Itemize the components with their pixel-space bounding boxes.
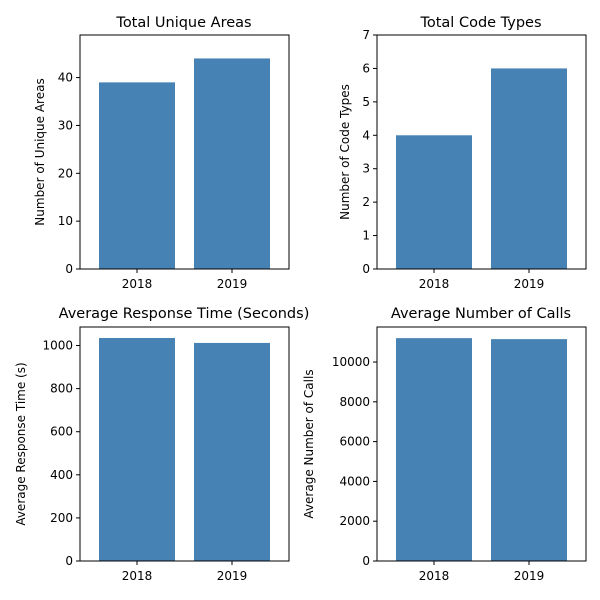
plot-marks: 0 1 2 3 4 5 6 7 2018 2019	[362, 28, 587, 291]
y-axis-label: Average Number of Calls	[302, 369, 316, 518]
y-tick-label: 0	[362, 262, 370, 276]
subplot-total-unique-areas: Total Unique Areas Number of Unique Area…	[33, 15, 290, 291]
axes-frame	[79, 34, 290, 270]
bar-2019	[194, 58, 270, 270]
x-tick-label: 2019	[217, 569, 248, 583]
y-tick-label: 8000	[339, 395, 370, 409]
y-axis-label: Number of Unique Areas	[33, 78, 47, 225]
y-tick-label: 2000	[339, 514, 370, 528]
y-tick-label: 200	[50, 511, 73, 525]
y-tick-label: 5	[362, 95, 370, 109]
y-tick-label: 0	[65, 554, 73, 568]
chart-title: Total Code Types	[419, 15, 541, 31]
x-tick-label: 2019	[514, 569, 545, 583]
y-axis-label: Average Response Time (s)	[14, 362, 28, 525]
y-tick-label: 3	[362, 162, 370, 176]
x-tick-label: 2018	[122, 277, 153, 291]
subplot-average-number-of-calls: Average Number of Calls Average Number o…	[302, 306, 587, 583]
y-tick-label: 6	[362, 61, 370, 75]
bar-2018	[396, 135, 472, 269]
x-tick-label: 2018	[419, 277, 450, 291]
bar-2018	[99, 337, 175, 561]
x-tick-label: 2019	[514, 277, 545, 291]
x-tick-label: 2018	[419, 569, 450, 583]
chart-title: Average Number of Calls	[391, 306, 571, 322]
x-tick-label: 2019	[217, 277, 248, 291]
bar-2019	[491, 68, 567, 269]
y-tick-label: 7	[362, 28, 370, 42]
bar-2018	[99, 82, 175, 269]
bar-2018	[396, 338, 472, 561]
y-tick-label: 0	[362, 554, 370, 568]
subplot-total-code-types: Total Code Types Number of Code Types 0 1…	[338, 15, 587, 291]
y-tick-label: 10000	[332, 355, 370, 369]
x-tick-label: 2018	[122, 569, 153, 583]
y-tick-label: 400	[50, 468, 73, 482]
y-tick-label: 1	[362, 229, 370, 243]
y-tick-label: 40	[58, 71, 73, 85]
axes-frame	[376, 326, 587, 562]
axes-frame	[376, 34, 587, 270]
plot-marks: 0 10 20 30 40 2018 2019	[58, 34, 290, 291]
y-axis-label: Number of Code Types	[338, 84, 352, 220]
y-tick-label: 20	[58, 166, 73, 180]
plot-marks: 0 2000 4000 6000 8000 10000 2018 2019	[332, 326, 587, 583]
chart-title: Average Response Time (Seconds)	[59, 306, 310, 322]
y-tick-label: 6000	[339, 435, 370, 449]
axes-frame	[79, 326, 290, 562]
y-tick-label: 30	[58, 118, 73, 132]
y-tick-label: 600	[50, 425, 73, 439]
y-tick-label: 4	[362, 128, 370, 142]
y-tick-label: 10	[58, 214, 73, 228]
y-tick-label: 4000	[339, 474, 370, 488]
y-tick-label: 800	[50, 382, 73, 396]
plot-marks: 0 200 400 600 800 1000 2018 2019	[42, 326, 290, 583]
bar-2019	[491, 339, 567, 561]
y-tick-label: 2	[362, 195, 370, 209]
y-tick-label: 1000	[42, 339, 73, 353]
bar-2019	[194, 342, 270, 561]
subplot-average-response-time: Average Response Time (Seconds) Average …	[14, 306, 309, 583]
y-tick-label: 0	[65, 262, 73, 276]
chart-title: Total Unique Areas	[115, 15, 251, 31]
